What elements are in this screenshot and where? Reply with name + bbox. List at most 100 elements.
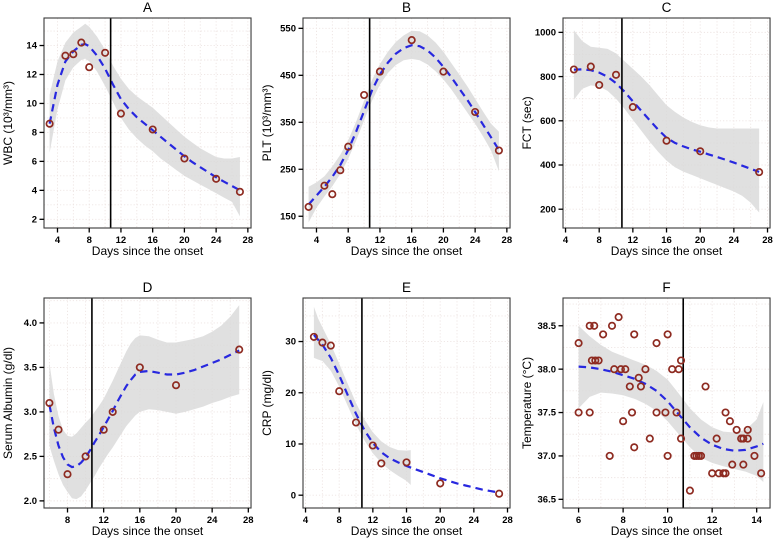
x-tick-label: 20 <box>438 235 449 246</box>
y-tick-label: 6 <box>32 157 37 168</box>
data-point <box>696 451 705 460</box>
data-point <box>63 470 72 479</box>
data-point <box>594 356 603 365</box>
x-tick-label: 24 <box>211 235 222 246</box>
x-tick-label: 28 <box>502 235 513 246</box>
x-tick-label: 16 <box>661 235 672 246</box>
y-tick-label: 36.5 <box>537 495 556 506</box>
chart-c-svg: 4 8 12 16 20 24 28 200 400 600 800 1000 C Days since … <box>520 0 773 258</box>
x-tick-label: 12 <box>627 235 638 246</box>
data-point <box>235 345 244 354</box>
data-point <box>618 417 627 426</box>
data-point <box>641 365 650 374</box>
x-axis-label: Days since the onset <box>610 524 722 538</box>
data-point <box>636 382 645 391</box>
x-tick-label: 24 <box>469 515 480 526</box>
panel-title: A <box>143 0 152 15</box>
y-tick-label: 150 <box>280 211 296 222</box>
y-axis-label: FCT (sec) <box>520 96 534 149</box>
data-point <box>701 382 710 391</box>
y-tick-label: 10 <box>286 439 297 450</box>
x-tick-label: 12 <box>116 235 127 246</box>
data-point <box>738 460 748 469</box>
x-tick-label: 6 <box>576 515 581 526</box>
data-point <box>645 434 654 443</box>
y-tick-label: 10 <box>26 99 37 110</box>
x-tick-label: 16 <box>135 515 146 526</box>
data-point <box>344 142 353 151</box>
panel-a: 4 8 12 16 20 24 28 2 4 6 8 10 12 14 A Days since the on… <box>0 0 259 280</box>
y-tick-label: 4.0 <box>24 318 37 329</box>
data-point <box>495 146 504 155</box>
chart-e-svg: 4 8 12 16 20 24 28 0 10 20 30 E Days since the onset… <box>260 280 514 538</box>
panel-title: B <box>402 0 411 15</box>
data-point <box>439 67 448 76</box>
y-tick-label: 1000 <box>535 28 556 39</box>
x-tick-label: 20 <box>435 515 446 526</box>
x-tick-label: 24 <box>728 235 739 246</box>
y-tick-label: 8 <box>32 128 37 139</box>
data-point <box>614 313 623 322</box>
x-tick-label: 8 <box>65 515 70 526</box>
data-point <box>148 125 157 134</box>
x-tick-label: 28 <box>503 515 514 526</box>
y-tick-label: 350 <box>280 117 296 128</box>
data-point <box>725 417 734 426</box>
data-point <box>304 202 313 211</box>
data-point <box>754 168 763 177</box>
x-tick-label: 4 <box>55 235 61 246</box>
chart-f-svg: 6 8 10 12 14 36.5 37.0 37.5 38.0 38.5 F Days since … <box>520 280 771 538</box>
data-point <box>328 190 337 199</box>
data-point <box>54 425 63 434</box>
panel-b: 4 8 12 16 20 24 28 150 250 350 450 550 B Days since t… <box>259 0 518 280</box>
y-tick-label: 400 <box>540 160 556 171</box>
x-tick-label: 20 <box>695 235 706 246</box>
panel-title: E <box>402 280 411 295</box>
x-tick-label: 20 <box>179 235 190 246</box>
data-point <box>235 187 244 196</box>
x-tick-label: 24 <box>207 515 218 526</box>
data-point <box>69 50 78 59</box>
confidence-band <box>573 30 759 213</box>
y-tick-label: 38.5 <box>537 321 556 332</box>
data-point <box>629 443 638 452</box>
y-tick-label: 2.0 <box>24 496 37 507</box>
data-point <box>590 356 600 365</box>
data-point <box>310 332 319 341</box>
y-tick-label: 0 <box>291 490 296 501</box>
x-tick-label: 12 <box>707 515 718 526</box>
data-point <box>352 418 361 427</box>
y-tick-label: 12 <box>26 70 37 81</box>
data-point <box>676 356 685 365</box>
data-point <box>662 136 671 145</box>
y-tick-label: 2.5 <box>24 452 38 463</box>
data-point <box>625 382 634 391</box>
confidence-band <box>314 306 412 485</box>
y-tick-label: 37.5 <box>537 408 556 419</box>
data-point <box>676 434 685 443</box>
x-tick-label: 16 <box>147 235 158 246</box>
data-point <box>171 381 181 390</box>
data-point <box>335 387 344 396</box>
trend-line <box>578 365 764 452</box>
x-tick-label: 4 <box>563 235 569 246</box>
x-tick-label: 16 <box>402 515 413 526</box>
data-point <box>407 36 417 45</box>
data-point <box>743 425 752 434</box>
trend-line <box>308 44 501 206</box>
x-tick-label: 12 <box>98 515 109 526</box>
data-point <box>712 434 721 443</box>
data-point <box>61 51 70 60</box>
y-tick-label: 4 <box>32 186 38 197</box>
data-point <box>661 408 670 417</box>
data-point <box>369 441 378 450</box>
x-tick-label: 28 <box>243 515 254 526</box>
data-point <box>634 373 643 382</box>
data-point <box>99 425 108 434</box>
y-tick-label: 14 <box>26 41 37 52</box>
x-tick-label: 16 <box>407 235 418 246</box>
data-point <box>628 103 637 112</box>
y-tick-label: 800 <box>540 72 556 83</box>
data-point <box>611 70 620 79</box>
x-tick-label: 14 <box>751 515 762 526</box>
